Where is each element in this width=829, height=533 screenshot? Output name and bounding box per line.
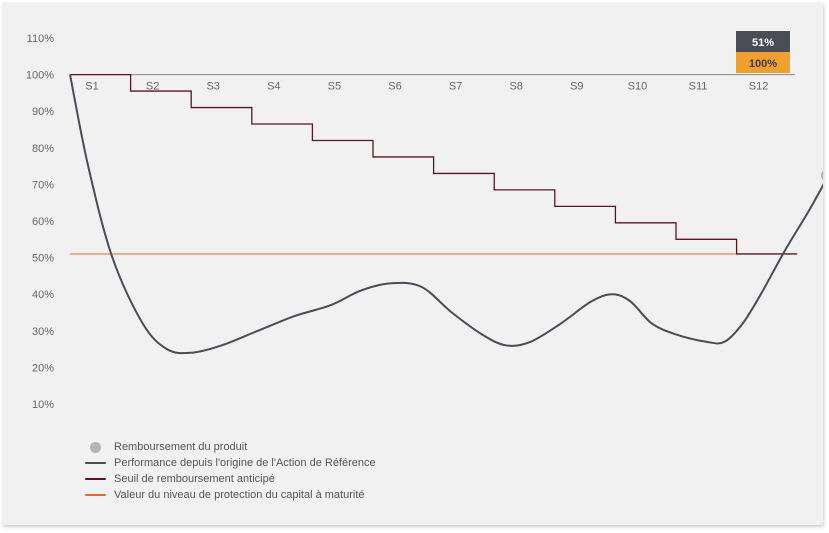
- x-tick-label: S7: [449, 81, 462, 93]
- x-tick-label: S3: [206, 81, 219, 93]
- threshold-swatch: [84, 478, 106, 480]
- redemption-dot-swatch: [89, 441, 101, 453]
- x-tick-label: S10: [628, 81, 648, 93]
- badge-label: 51%: [752, 37, 774, 49]
- legend-line-icon: [84, 478, 106, 480]
- redemption-point: [821, 170, 823, 180]
- y-tick-label: 30%: [32, 326, 54, 338]
- y-tick-label: 60%: [32, 216, 54, 228]
- y-tick-label: 70%: [32, 179, 54, 191]
- legend: Remboursement du produit Performance dep…: [84, 439, 376, 503]
- x-tick-label: S5: [328, 81, 341, 93]
- y-tick-label: 50%: [32, 253, 54, 265]
- x-tick-label: S8: [509, 81, 522, 93]
- x-tick-label: S11: [689, 81, 708, 93]
- x-tick-label: S9: [570, 81, 583, 93]
- threshold-step-line: [70, 73, 798, 255]
- legend-label-performance: Performance depuis l'origine de l'Action…: [114, 457, 376, 469]
- legend-item-threshold: Seuil de remboursement anticipé: [84, 471, 376, 487]
- legend-label-threshold: Seuil de remboursement anticipé: [114, 473, 275, 485]
- y-tick-label: 110%: [27, 33, 55, 45]
- legend-label-redemption: Remboursement du produit: [114, 441, 248, 453]
- x-tick-label: S12: [749, 81, 769, 93]
- x-tick-label: S2: [146, 81, 159, 93]
- y-tick-label: 100%: [26, 70, 54, 82]
- y-tick-label: 90%: [32, 106, 54, 118]
- x-tick-label: S1: [85, 81, 98, 93]
- legend-item-performance: Performance depuis l'origine de l'Action…: [84, 455, 376, 471]
- legend-line-icon: [84, 462, 106, 464]
- x-tick-label: S6: [388, 81, 401, 93]
- chart-panel: 110% 100% 90% 80% 70% 60% 50% 40% 30% 20% 10% S1 S2 S…: [2, 2, 823, 525]
- badge-dark: [736, 31, 790, 52]
- chart-canvas: 110% 100% 90% 80% 70% 60% 50% 40% 30% 20% 10% S1 S2 S…: [26, 31, 823, 411]
- legend-item-redemption: Remboursement du produit: [84, 439, 376, 455]
- legend-item-protection: Valeur du niveau de protection du capita…: [84, 487, 376, 503]
- y-tick-label: 40%: [32, 289, 54, 301]
- legend-dot-icon: [84, 441, 106, 453]
- performance-line: [69, 74, 823, 355]
- legend-line-icon: [84, 494, 106, 496]
- y-tick-label: 20%: [32, 362, 54, 374]
- legend-label-protection: Valeur du niveau de protection du capita…: [114, 489, 365, 501]
- y-tick-label: 10%: [32, 399, 54, 411]
- performance-swatch: [84, 462, 106, 464]
- y-tick-label: 80%: [32, 143, 54, 155]
- protection-swatch: [84, 494, 106, 496]
- badge-label: 100%: [749, 58, 777, 70]
- x-tick-label: S4: [267, 81, 280, 93]
- badge-orange: [736, 52, 790, 73]
